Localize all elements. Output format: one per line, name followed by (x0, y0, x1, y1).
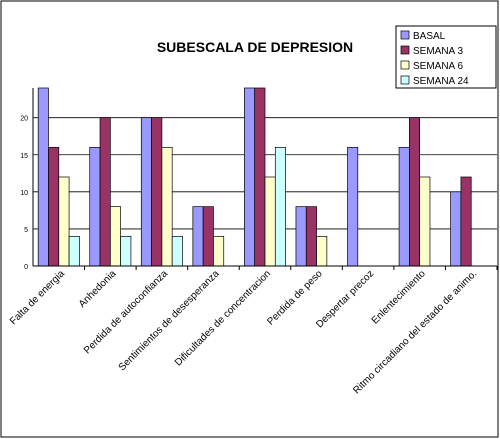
bar (89, 146, 101, 267)
legend-swatch (400, 75, 410, 85)
bar (244, 87, 256, 267)
bar (140, 117, 152, 267)
legend-label: SEMANA 6 (413, 61, 463, 72)
chart-title: SUBESCALA DE DEPRESION (157, 39, 353, 55)
y-tick-label: 15 (20, 153, 28, 160)
y-tick-label: 5 (24, 227, 28, 234)
legend-swatch (400, 45, 410, 55)
bar (409, 117, 421, 267)
bar (120, 235, 132, 267)
bar (347, 146, 359, 267)
bar (264, 176, 276, 267)
y-tick-label: 10 (20, 190, 28, 197)
bar (58, 176, 70, 267)
legend-label: SEMANA 3 (413, 46, 463, 57)
bar (450, 191, 462, 267)
bar (295, 206, 307, 267)
bar (419, 176, 431, 267)
bar (213, 235, 225, 267)
bar (68, 235, 80, 267)
bar (171, 235, 183, 267)
bar (99, 117, 111, 267)
bar (109, 206, 121, 267)
bar (37, 87, 49, 267)
bar (161, 146, 173, 267)
bar (202, 206, 214, 267)
bar (398, 146, 410, 267)
legend-label: BASAL (413, 31, 446, 42)
bar (192, 206, 204, 267)
legend-label: SEMANA 24 (413, 76, 469, 87)
y-tick-label: 0 (24, 264, 28, 271)
legend-swatch (400, 30, 410, 40)
bar (460, 176, 472, 267)
y-tick-label: 20 (20, 116, 28, 123)
bar (316, 235, 328, 267)
bar (305, 206, 317, 267)
legend-swatch (400, 60, 410, 70)
bar (254, 87, 266, 267)
bar (274, 146, 286, 267)
bar (151, 117, 163, 267)
bar (48, 146, 60, 267)
legend-box (395, 25, 497, 89)
